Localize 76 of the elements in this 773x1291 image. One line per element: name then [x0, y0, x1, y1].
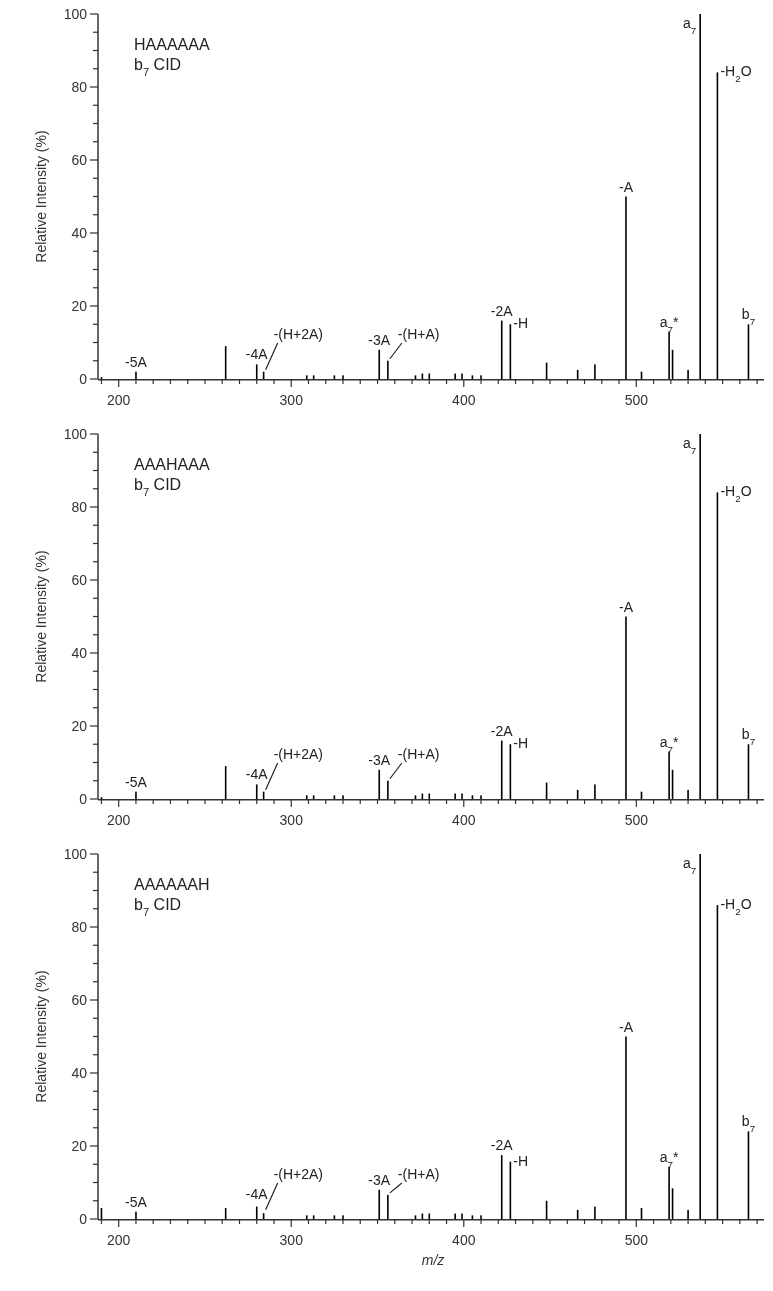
annotation: -2A — [490, 1137, 514, 1154]
annotation: -5A — [125, 773, 148, 790]
text: b$_{7}$ CID — [134, 56, 182, 78]
annotation: b$_{7}$ — [741, 1113, 756, 1134]
y-tick-label: 100 — [63, 426, 88, 442]
annotation: -H — [513, 735, 529, 752]
x-tick-label: 200 — [107, 812, 131, 828]
y-tick-label: 40 — [71, 645, 88, 661]
annotation: a$_{7}$* — [659, 733, 679, 755]
annotation: -A — [618, 178, 634, 195]
y-tick-label: 100 — [63, 6, 88, 22]
x-tick-label: 300 — [279, 392, 304, 408]
y-axis-title: Relative Intensity (%) — [33, 970, 49, 1103]
y-tick-label: 80 — [71, 79, 88, 95]
annotation: -4A — [245, 1186, 269, 1203]
text: AAAAAAH — [134, 876, 210, 893]
x-tick-label: 300 — [279, 812, 304, 828]
x-tick-label: 500 — [624, 1232, 649, 1248]
y-axis-title: Relative Intensity (%) — [33, 130, 49, 263]
text: b$_{7}$ CID — [134, 476, 182, 498]
y-tick-label: 60 — [71, 572, 88, 588]
y-tick-label: 0 — [79, 1211, 88, 1227]
annotation: a$_{7}$ — [682, 855, 697, 876]
y-tick-label: 40 — [71, 1065, 88, 1081]
y-tick-label: 0 — [79, 371, 88, 387]
annotation: -3A — [368, 331, 391, 348]
y-tick-label: 20 — [71, 1138, 88, 1154]
y-tick-label: 20 — [71, 718, 88, 734]
annotation: -H$_{2}$O — [720, 63, 752, 84]
x-tick-label: 500 — [624, 812, 649, 828]
x-tick-label: 200 — [107, 392, 131, 408]
annotation: -(H+A) — [397, 746, 440, 762]
annotation: b$_{7}$ — [741, 306, 756, 327]
annotation: -A — [618, 1018, 634, 1035]
annotation: -2A — [490, 302, 514, 319]
annotation: -A — [618, 598, 634, 615]
annotation: -3A — [368, 751, 391, 768]
x-tick-label: 300 — [279, 1232, 304, 1248]
text: HAAAAAA — [134, 36, 210, 53]
y-tick-label: 60 — [71, 992, 88, 1008]
x-tick-label: 400 — [452, 392, 476, 408]
annotation: a$_{7}$ — [682, 15, 697, 36]
annotation: -H$_{2}$O — [720, 896, 752, 917]
annotation: -(H+A) — [397, 1166, 440, 1182]
annotation: -2A — [490, 722, 514, 739]
x-axis-title: m/z — [421, 1252, 445, 1268]
annotation: a$_{7}$ — [682, 435, 697, 456]
text: AAAHAAA — [134, 456, 210, 473]
x-tick-label: 200 — [107, 1232, 131, 1248]
annotation: -5A — [125, 1193, 148, 1210]
annotation: -5A — [125, 353, 148, 370]
y-tick-label: 60 — [71, 152, 88, 168]
annotation: -H — [513, 315, 529, 332]
annotation: a$_{7}$* — [659, 313, 679, 335]
y-tick-label: 80 — [71, 499, 88, 515]
annotation: -(H+2A) — [273, 746, 324, 762]
x-tick-label: 500 — [624, 392, 649, 408]
annotation: b$_{7}$ — [741, 726, 756, 747]
annotation: -3A — [368, 1171, 391, 1188]
y-tick-label: 100 — [63, 846, 88, 862]
x-tick-label: 400 — [452, 1232, 476, 1248]
y-tick-label: 80 — [71, 919, 88, 935]
annotation: -(H+2A) — [273, 1166, 324, 1182]
annotation: -(H+2A) — [273, 326, 324, 342]
y-axis-title: Relative Intensity (%) — [33, 550, 49, 683]
annotation: a$_{7}$* — [659, 1148, 679, 1170]
x-tick-label: 400 — [452, 812, 476, 828]
annotation: -H — [513, 1152, 529, 1169]
y-tick-label: 0 — [79, 791, 88, 807]
text: b$_{7}$ CID — [134, 896, 182, 918]
y-tick-label: 40 — [71, 225, 88, 241]
annotation: -(H+A) — [397, 326, 440, 342]
annotation: -4A — [245, 346, 269, 363]
annotation: -4A — [245, 766, 269, 783]
annotation: -H$_{2}$O — [720, 483, 752, 504]
y-tick-label: 20 — [71, 298, 88, 314]
